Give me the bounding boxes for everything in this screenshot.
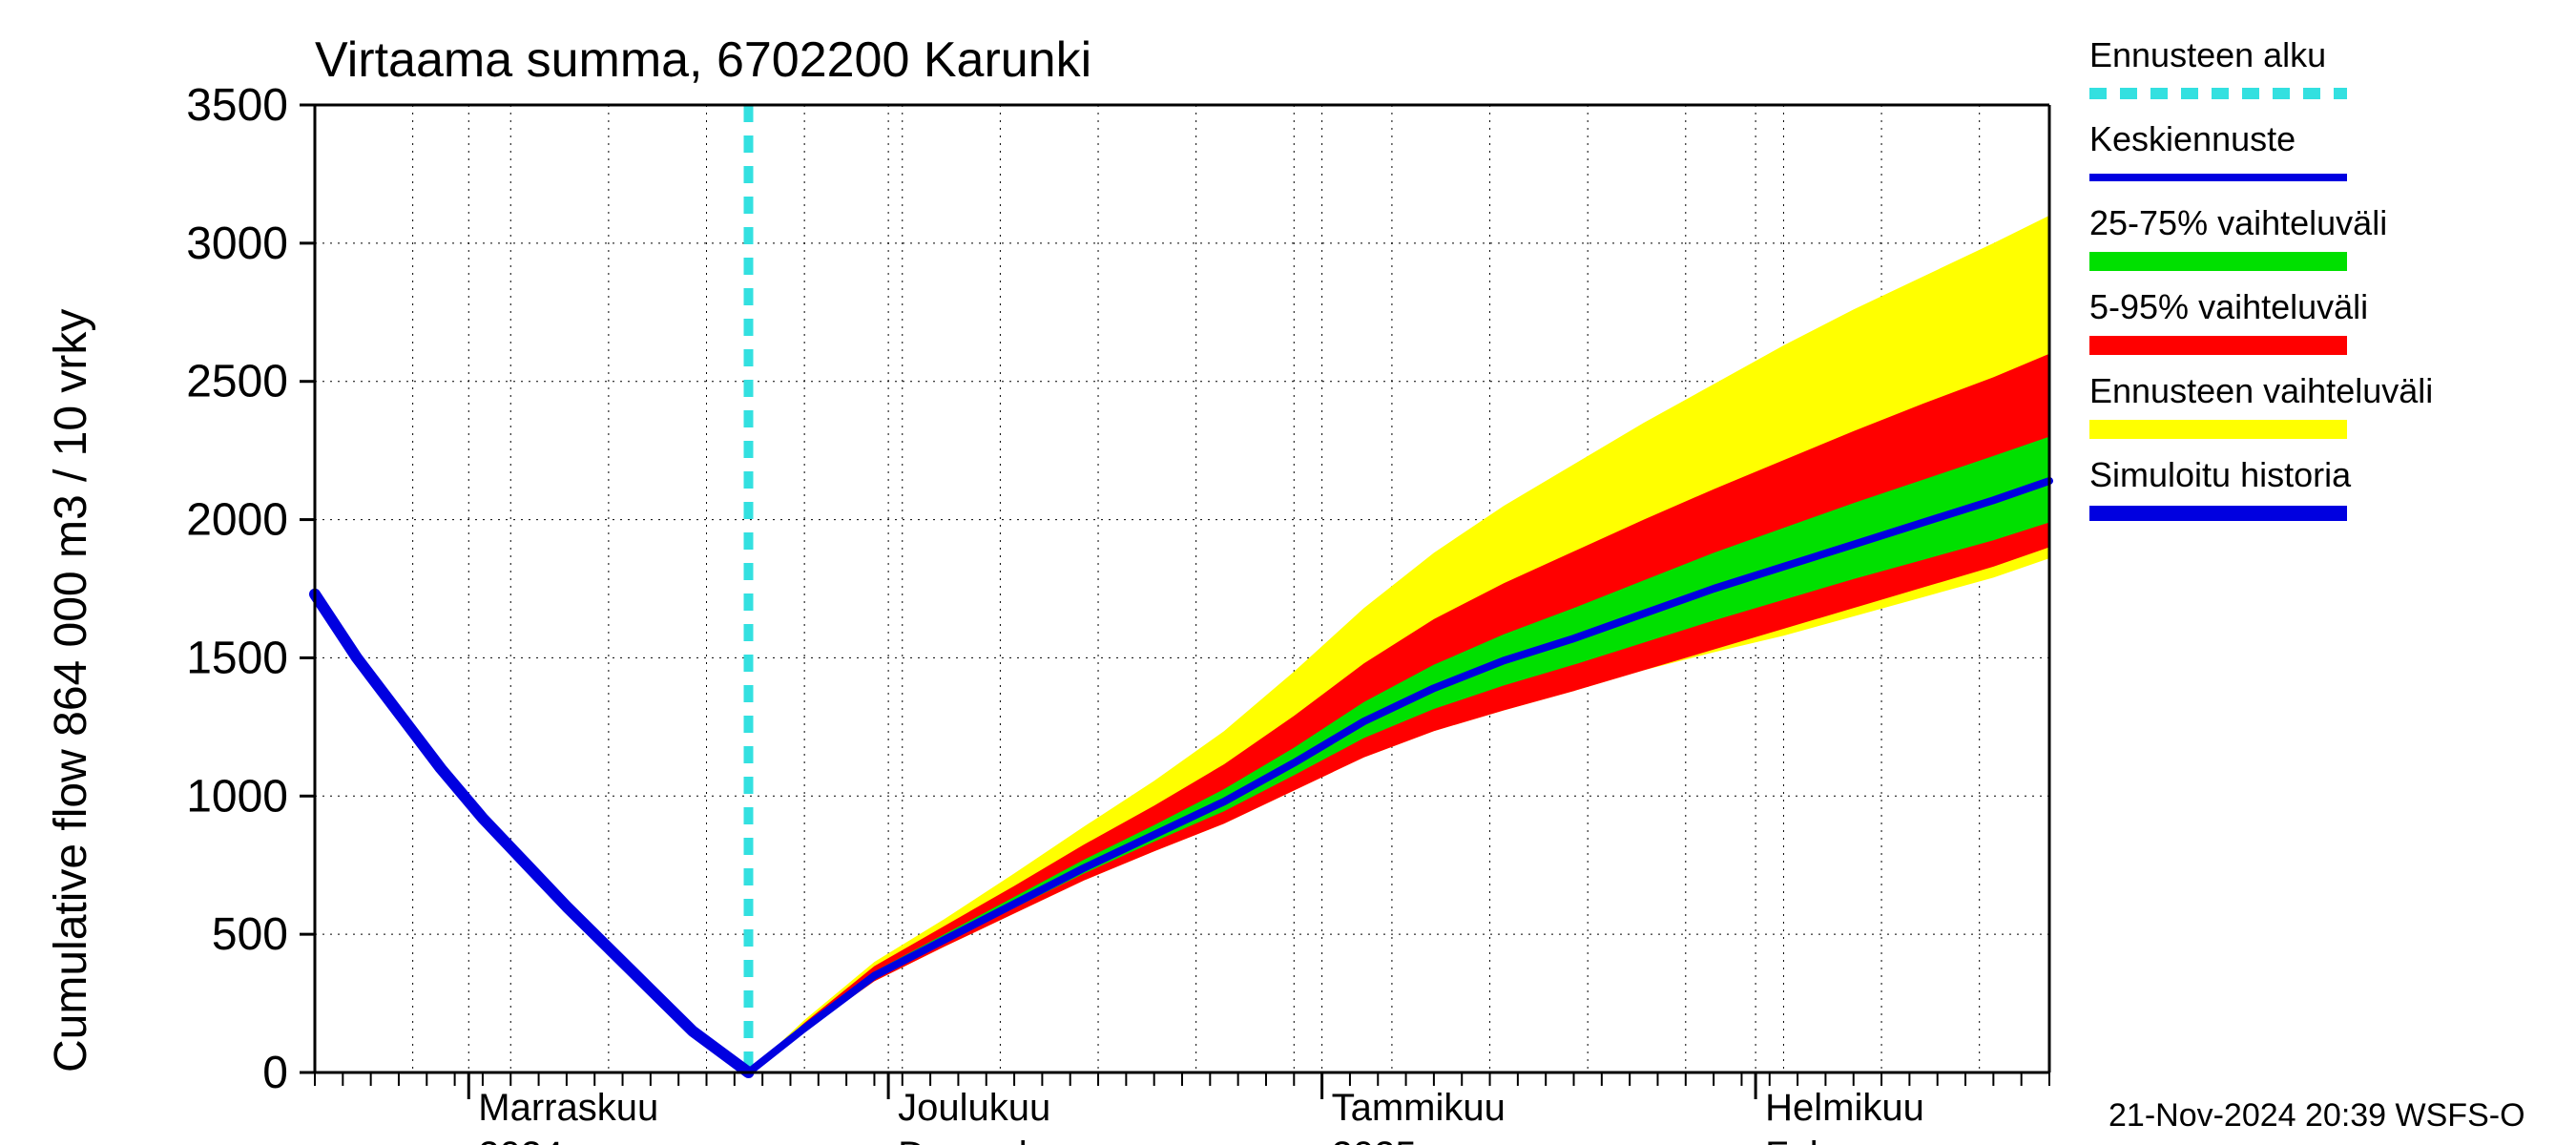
chart-title: Virtaama summa, 6702200 Karunki [315, 32, 1091, 88]
legend-label: Simuloitu historia [2089, 455, 2352, 494]
legend-label: 5-95% vaihteluväli [2089, 287, 2368, 326]
legend-label: Keskiennuste [2089, 119, 2296, 158]
x-month-sublabel: 2025 [1332, 1135, 1417, 1145]
legend-label: Ennusteen vaihteluväli [2089, 371, 2433, 410]
x-month-label: Marraskuu [478, 1087, 658, 1129]
y-tick-label: 2500 [186, 357, 288, 407]
y-tick-label: 2000 [186, 495, 288, 546]
y-tick-label: 1000 [186, 771, 288, 822]
y-tick-label: 0 [262, 1048, 288, 1098]
x-month-label: Joulukuu [898, 1087, 1050, 1129]
legend-label: 25-75% vaihteluväli [2089, 203, 2387, 242]
timestamp-label: 21-Nov-2024 20:39 WSFS-O [2109, 1097, 2525, 1134]
y-tick-label: 500 [212, 909, 288, 960]
y-tick-label: 3000 [186, 219, 288, 269]
x-month-label: Helmikuu [1765, 1087, 1924, 1129]
x-month-sublabel: February [1765, 1135, 1918, 1145]
y-tick-label: 1500 [186, 633, 288, 683]
x-month-sublabel: December [898, 1135, 1074, 1145]
legend-label: Ennusteen alku [2089, 35, 2326, 74]
x-month-label: Tammikuu [1332, 1087, 1506, 1129]
flow-forecast-chart: 0 500 1000 1500 2000 2500 3000 3500 Marraskuu 202… [0, 0, 2576, 1145]
y-axis-label: Cumulative flow 864 000 m3 / 10 vrky [46, 309, 96, 1072]
y-tick-label: 3500 [186, 80, 288, 131]
x-month-sublabel: 2024 [478, 1135, 563, 1145]
